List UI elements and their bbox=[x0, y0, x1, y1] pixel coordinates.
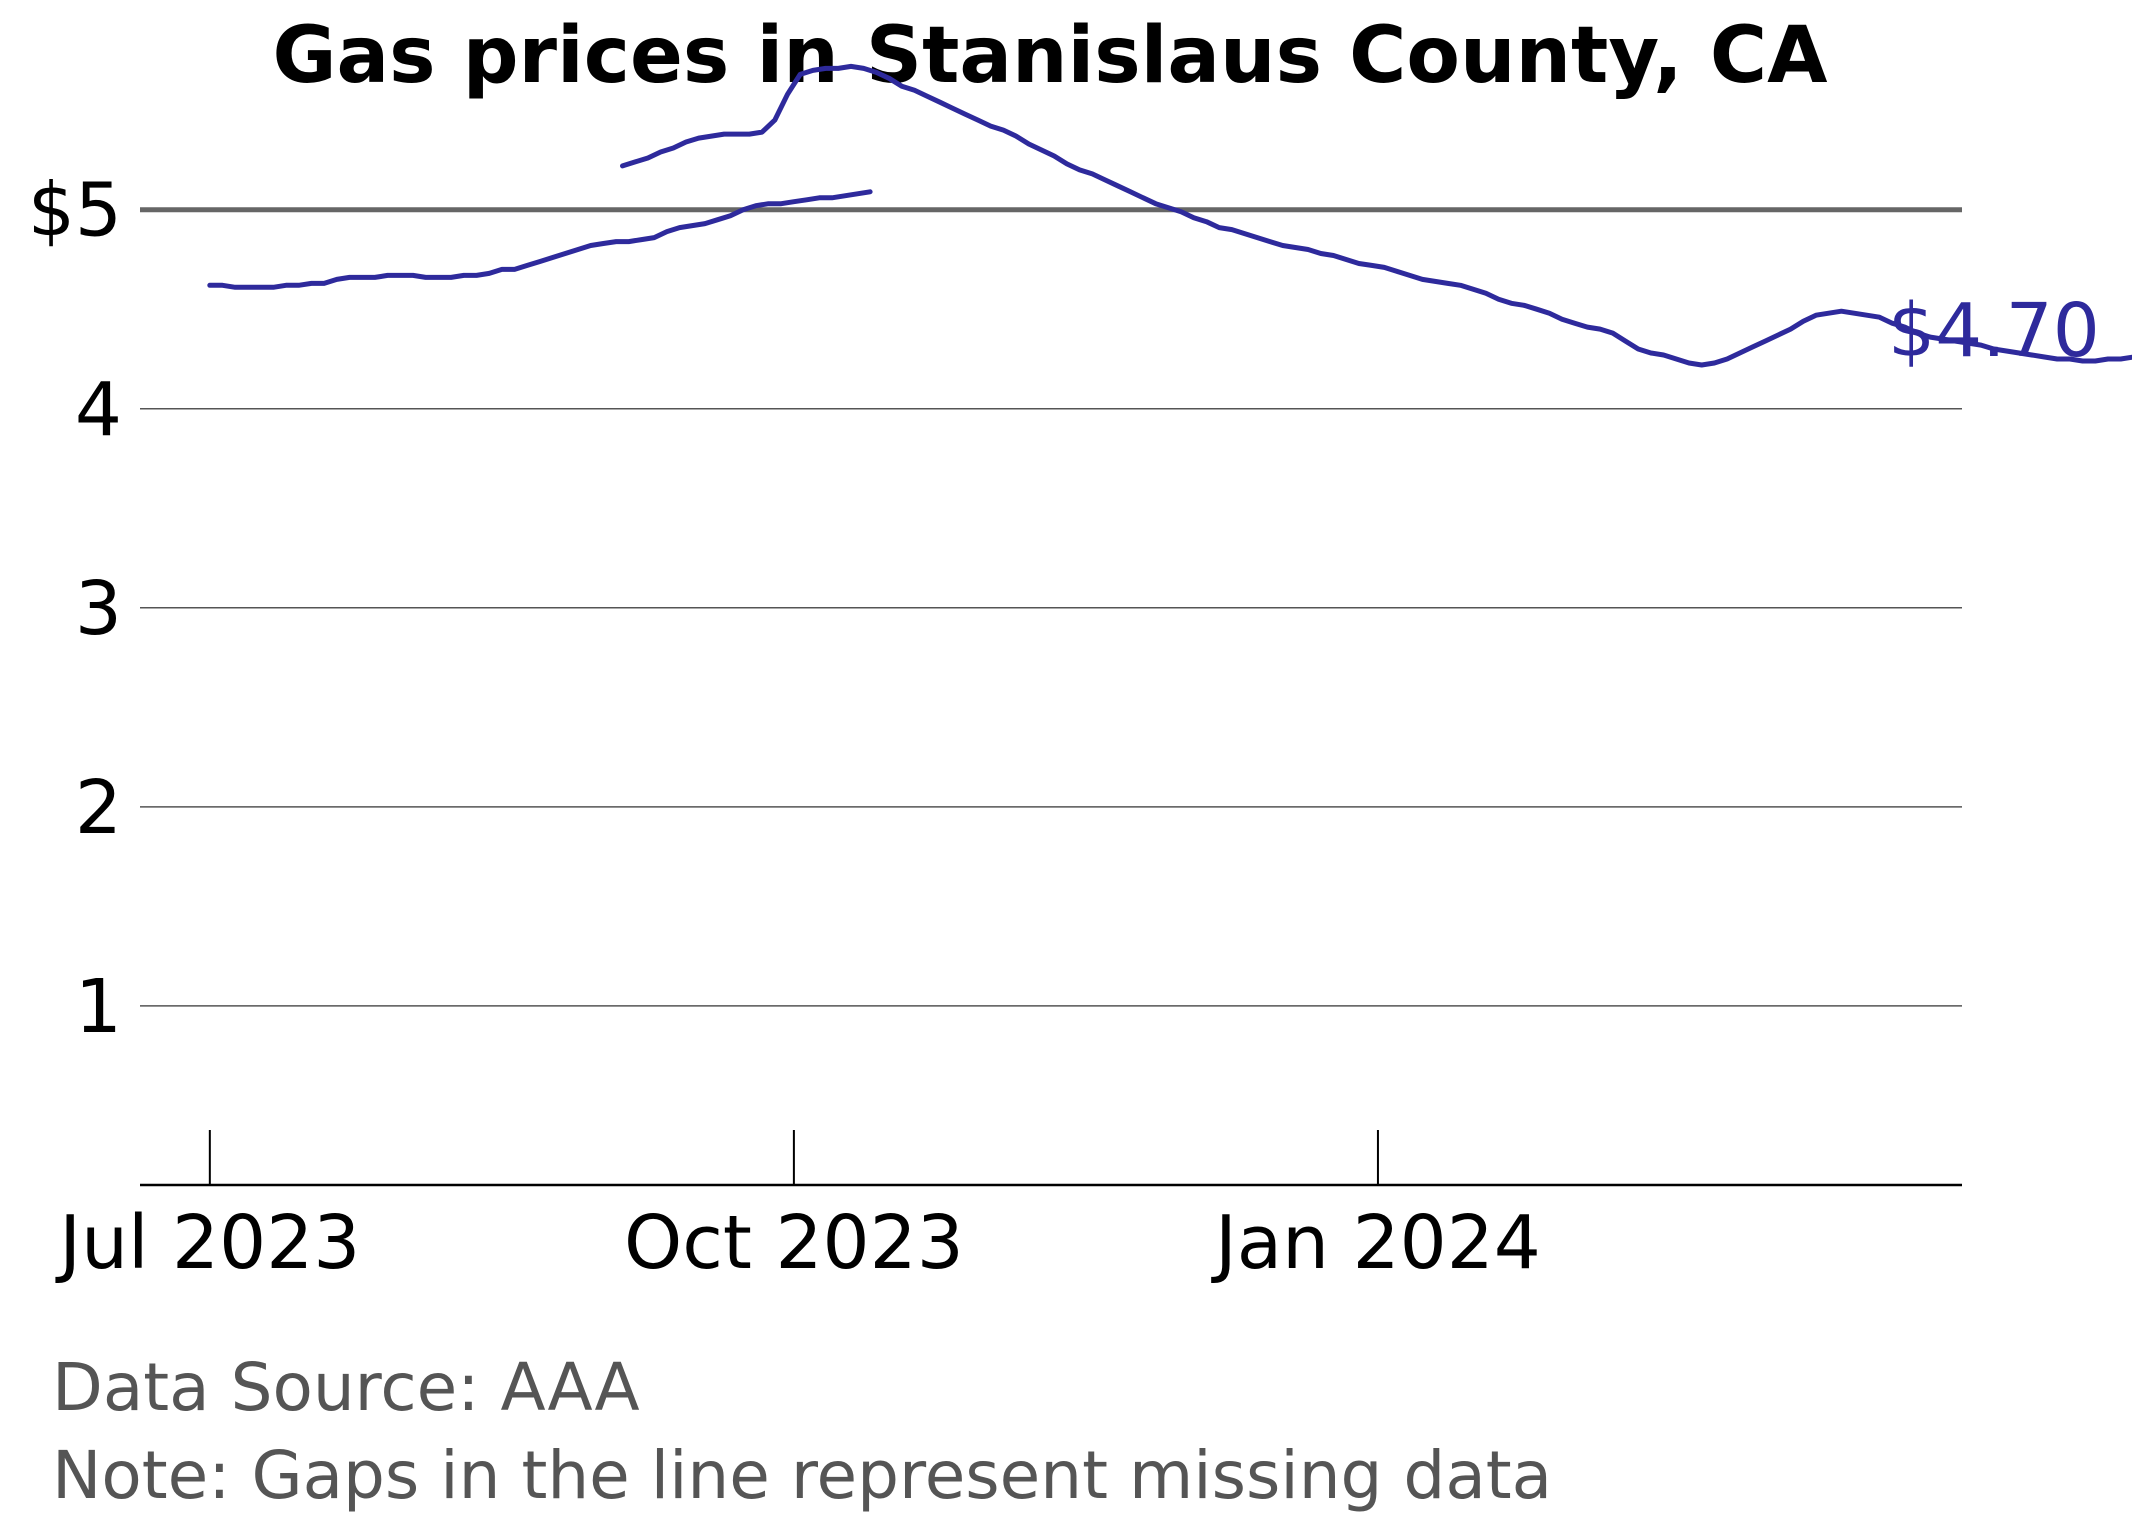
y-tick-label-3: 3 bbox=[75, 566, 122, 652]
price-line-segment-0 bbox=[207, 189, 873, 290]
y-tick-label-2: 2 bbox=[75, 765, 122, 851]
x-tick-label-1: Oct 2023 bbox=[624, 1200, 964, 1286]
y-tick-label-1: 1 bbox=[75, 964, 122, 1050]
x-tick-label-0: Jul 2023 bbox=[55, 1200, 360, 1286]
last-value-label: $4.70 bbox=[1888, 288, 2100, 374]
data-source-note: Data Source: AAA bbox=[52, 1349, 640, 1426]
y-tick-label-4: 4 bbox=[75, 367, 122, 453]
missing-data-note: Note: Gaps in the line represent missing… bbox=[52, 1437, 1552, 1514]
x-tick-label-2: Jan 2024 bbox=[1211, 1200, 1541, 1286]
price-line-segment-1 bbox=[620, 63, 2132, 368]
axes bbox=[140, 1130, 1962, 1187]
price-series bbox=[207, 63, 2132, 368]
y-tick-labels: 1 2 3 4 $5 bbox=[28, 168, 122, 1050]
x-tick-labels: Jul 2023 Oct 2023 Jan 2024 bbox=[55, 1200, 1541, 1286]
gridlines bbox=[140, 408, 1962, 1007]
chart-title: Gas prices in Stanislaus County, CA bbox=[272, 11, 1827, 101]
y-tick-label-5: $5 bbox=[28, 168, 122, 254]
